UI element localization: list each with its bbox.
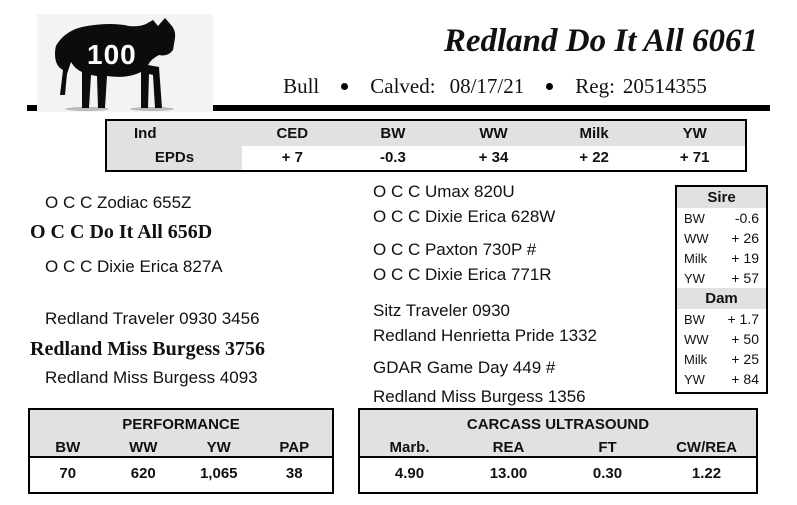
pedigree-ancestor: O C C Dixie Erica 771R: [373, 265, 552, 284]
cell-value: 4.90: [394, 465, 425, 482]
column-header: Marb.: [389, 439, 430, 456]
epd-value-ww: + 34: [478, 149, 509, 167]
pedigree-ancestor: O C C Dixie Erica 628W: [373, 207, 556, 226]
calved-group: Calved: 08/17/21: [370, 74, 524, 99]
stat-label: WW: [684, 331, 709, 347]
sire-stat-row: Milk + 19: [677, 248, 766, 268]
pedigree-sire-of-sire: O C C Zodiac 655Z: [45, 193, 192, 212]
epd-header-yw: YW: [644, 121, 745, 146]
stat-label: WW: [684, 230, 709, 246]
bullet-icon: [341, 83, 349, 90]
sire-dam-epd-box: Sire BW -0.6 WW + 26 Milk + 19 YW + 57 D…: [675, 185, 768, 394]
stat-label: YW: [684, 270, 705, 286]
reg-label: Reg:: [575, 74, 615, 98]
animal-details: Bull Calved: 08/17/21 Reg: 20514355: [230, 74, 760, 99]
column-header: WW: [129, 439, 158, 456]
stat-value: + 19: [731, 250, 759, 266]
dam-section-header: Dam: [677, 288, 766, 309]
calved-date: 08/17/21: [449, 74, 525, 98]
stat-value: + 1.7: [727, 311, 759, 327]
stat-value: + 57: [731, 270, 759, 286]
carcass-header: CARCASS ULTRASOUND Marb. REA FT CW/REA: [360, 410, 756, 458]
pedigree-sire-of-dam: Redland Traveler 0930 3456: [45, 309, 260, 328]
cell-value: 620: [130, 465, 156, 482]
dam-stat-row: WW + 50: [677, 329, 766, 349]
dam-stat-row: YW + 84: [677, 369, 766, 389]
reg-number: 20514355: [622, 74, 707, 98]
lot-photo: 100: [37, 14, 213, 112]
bullet-icon: [546, 83, 554, 90]
cell-value: 13.00: [489, 465, 528, 482]
header-divider-rule: [27, 105, 770, 111]
column-header: BW: [55, 439, 81, 456]
stat-label: BW: [684, 311, 705, 327]
stat-label: BW: [684, 210, 705, 226]
pedigree-ancestor: O C C Umax 820U: [373, 182, 515, 201]
pedigree-sire: O C C Do It All 656D: [30, 221, 213, 243]
pedigree-ancestor: Sitz Traveler 0930: [373, 301, 511, 320]
dam-stat-row: Milk + 25: [677, 349, 766, 369]
epd-table: Ind CED BW WW Milk YW EPDs + 7 -0.3 + 34…: [105, 119, 747, 172]
column-header: REA: [492, 439, 525, 456]
sire-stat-row: BW -0.6: [677, 208, 766, 228]
sire-stat-row: YW + 57: [677, 268, 766, 288]
epd-header-milk: Milk: [543, 121, 645, 146]
epd-row-label: EPDs: [107, 145, 242, 170]
stat-value: -0.6: [734, 210, 759, 226]
epd-value-milk: + 22: [579, 149, 609, 167]
epd-value-yw: + 71: [679, 149, 710, 167]
performance-values: 70 620 1,065 38: [30, 458, 332, 489]
cell-value: 70: [59, 465, 77, 482]
pedigree-ancestor: O C C Paxton 730P #: [373, 240, 537, 259]
sire-section-header: Sire: [677, 187, 766, 208]
column-header: FT: [598, 439, 617, 456]
pedigree-dam-of-dam: Redland Miss Burgess 4093: [45, 368, 258, 387]
carcass-title: CARCASS ULTRASOUND: [466, 416, 650, 433]
dam-stat-row: BW + 1.7: [677, 309, 766, 329]
cell-value: 1.22: [691, 465, 722, 482]
stat-value: + 84: [731, 371, 759, 387]
epd-value-bw: -0.3: [379, 149, 406, 167]
performance-table: PERFORMANCE BW WW YW PAP 70 620 1,065 38: [28, 408, 334, 494]
cell-value: 38: [285, 465, 303, 482]
performance-title: PERFORMANCE: [122, 416, 240, 433]
cell-value: 1,065: [199, 465, 238, 482]
performance-header: PERFORMANCE BW WW YW PAP: [30, 410, 332, 458]
cell-value: 0.30: [592, 465, 623, 482]
pedigree-ancestor: Redland Miss Burgess 1356: [373, 387, 586, 406]
pedigree-ancestor: Redland Henrietta Pride 1332: [373, 326, 597, 345]
animal-name: Redland Do It All 6061: [443, 23, 758, 59]
epd-header-ww: WW: [443, 121, 544, 146]
registration-group: Reg: 20514355: [575, 74, 707, 99]
bull-silhouette-icon: [55, 18, 176, 111]
column-header: PAP: [279, 439, 310, 456]
calved-label: Calved:: [370, 74, 436, 98]
stat-label: YW: [684, 371, 705, 387]
pedigree-dam-of-sire: O C C Dixie Erica 827A: [45, 257, 223, 276]
pedigree-ancestor: GDAR Game Day 449 #: [373, 358, 556, 377]
pedigree-dam: Redland Miss Burgess 3756: [30, 338, 266, 360]
performance-columns: BW WW YW PAP: [30, 436, 332, 461]
stat-label: Milk: [684, 250, 708, 266]
epd-header-ind: Ind: [107, 121, 242, 146]
stat-label: Milk: [684, 351, 708, 367]
sire-stat-row: WW + 26: [677, 228, 766, 248]
carcass-ultrasound-table: CARCASS ULTRASOUND Marb. REA FT CW/REA 4…: [358, 408, 758, 494]
epd-header-ced: CED: [242, 121, 343, 146]
stat-value: + 25: [731, 351, 759, 367]
epd-header-bw: BW: [342, 121, 444, 146]
column-header: CW/REA: [676, 439, 737, 456]
stat-value: + 26: [731, 230, 759, 246]
carcass-values: 4.90 13.00 0.30 1.22: [360, 458, 756, 489]
lot-number: 100: [87, 39, 137, 70]
sex-label: Bull: [283, 74, 320, 98]
carcass-columns: Marb. REA FT CW/REA: [360, 436, 756, 461]
column-header: YW: [206, 439, 231, 456]
stat-value: + 50: [731, 331, 759, 347]
epd-value-ced: + 7: [281, 149, 303, 167]
